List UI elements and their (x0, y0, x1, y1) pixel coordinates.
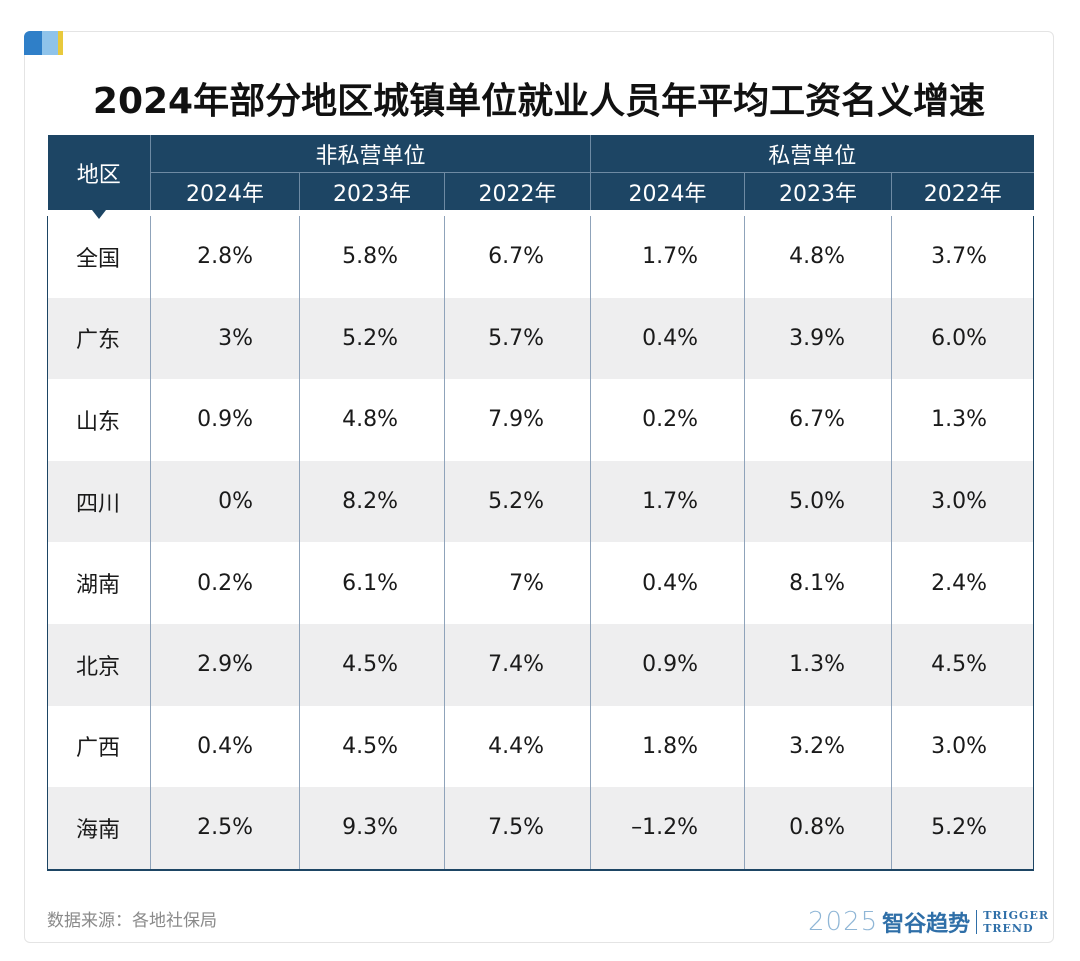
source-note: 数据来源：各地社保局 (47, 911, 217, 931)
logo-en-bottom: TREND (983, 922, 1034, 935)
value-cell: 5.2% (891, 787, 1035, 871)
value-cell: 0.9% (590, 623, 745, 706)
region-cell: 四川 (47, 460, 151, 543)
value-cell: 3.0% (891, 705, 1035, 788)
logo-divider (976, 910, 978, 934)
table-row: 广东 3% 5.2% 5.7% 0.4% 3.9% 6.0% (47, 297, 1035, 380)
value-cell: 8.2% (299, 460, 445, 543)
value-cell: 4.8% (299, 379, 445, 461)
table-row: 湖南 0.2% 6.1% 7% 0.4% 8.1% 2.4% (47, 542, 1035, 624)
region-cell: 广东 (47, 297, 151, 380)
year-header: 2023年 (744, 172, 892, 213)
value-cell: 2.5% (150, 787, 300, 871)
value-cell: 3.9% (744, 297, 892, 380)
value-cell: 4.8% (744, 210, 892, 298)
value-cell: 0.2% (590, 379, 745, 461)
value-cell: 1.7% (590, 210, 745, 298)
value-cell: 5.7% (443, 297, 591, 380)
table-row: 海南 2.5% 9.3% 7.5% –1.2% 0.8% 5.2% (47, 787, 1035, 871)
value-cell: 6.7% (443, 210, 591, 298)
value-cell: 4.4% (443, 705, 591, 788)
value-cell: 0.4% (590, 542, 745, 624)
value-cell: 0.9% (150, 379, 300, 461)
table-body: 全国 2.8% 5.8% 6.7% 1.7% 4.8% 3.7% 广东 3% 5.2% 5.7% 0.… (47, 210, 1035, 871)
value-cell: 4.5% (299, 705, 445, 788)
region-header: 地区 (47, 135, 151, 219)
region-cell: 海南 (47, 787, 151, 871)
region-cell: 全国 (47, 210, 151, 298)
year-header: 2023年 (299, 172, 445, 213)
year-header: 2022年 (891, 172, 1034, 213)
value-cell: 5.8% (299, 210, 445, 298)
value-cell: 0% (150, 460, 300, 543)
value-cell: 2.8% (150, 210, 300, 298)
value-cell: 4.5% (299, 623, 445, 706)
value-cell: 1.3% (891, 379, 1035, 461)
value-cell: –1.2% (590, 787, 745, 871)
region-cell: 湖南 (47, 542, 151, 624)
value-cell: 5.0% (744, 460, 892, 543)
value-cell: 1.7% (590, 460, 745, 543)
value-cell: 7.4% (443, 623, 591, 706)
brand-logo: 2025 智谷趋势 TRIGGER TREND (808, 906, 1049, 938)
value-cell: 1.3% (744, 623, 892, 706)
value-cell: 3.7% (891, 210, 1035, 298)
value-cell: 2.9% (150, 623, 300, 706)
year-header: 2022年 (443, 172, 591, 213)
value-cell: 0.4% (590, 297, 745, 380)
value-cell: 7.9% (443, 379, 591, 461)
table-row: 山东 0.9% 4.8% 7.9% 0.2% 6.7% 1.3% (47, 379, 1035, 461)
table-row: 四川 0% 8.2% 5.2% 1.7% 5.0% 3.0% (47, 460, 1035, 543)
value-cell: 3% (150, 297, 300, 380)
value-cell: 5.2% (299, 297, 445, 380)
region-cell: 广西 (47, 705, 151, 788)
group-header-nonprivate: 非私营单位 (149, 135, 591, 173)
logo-brand: 智谷趋势 (882, 912, 971, 937)
value-cell: 3.2% (744, 705, 892, 788)
value-cell: 7% (443, 542, 591, 624)
value-cell: 0.8% (744, 787, 892, 871)
value-cell: 8.1% (744, 542, 892, 624)
logo-year: 2025 (808, 907, 879, 937)
value-cell: 7.5% (443, 787, 591, 871)
caret-down-icon (91, 210, 106, 219)
value-cell: 0.2% (150, 542, 300, 624)
data-table: 地区 非私营单位 私营单位 2024年 2023年 2022年 2024年 20… (47, 135, 1035, 871)
value-cell: 4.5% (891, 623, 1035, 706)
region-header-label: 地区 (76, 162, 121, 188)
region-cell: 山东 (47, 379, 151, 461)
table-row: 广西 0.4% 4.5% 4.4% 1.8% 3.2% 3.0% (47, 705, 1035, 788)
page-title: 2024年部分地区城镇单位就业人员年平均工资名义增速 (92, 81, 986, 122)
logo-en-top: TRIGGER (983, 909, 1049, 922)
region-cell: 北京 (47, 623, 151, 706)
year-header: 2024年 (150, 172, 300, 213)
value-cell: 6.7% (744, 379, 892, 461)
value-cell: 9.3% (299, 787, 445, 871)
value-cell: 1.8% (590, 705, 745, 788)
value-cell: 6.1% (299, 542, 445, 624)
value-cell: 5.2% (443, 460, 591, 543)
logo-en: TRIGGER TREND (983, 909, 1049, 935)
year-header: 2024年 (590, 172, 745, 213)
value-cell: 6.0% (891, 297, 1035, 380)
group-header-private: 私营单位 (590, 135, 1034, 173)
table-row: 全国 2.8% 5.8% 6.7% 1.7% 4.8% 3.7% (47, 210, 1035, 298)
value-cell: 0.4% (150, 705, 300, 788)
value-cell: 2.4% (891, 542, 1035, 624)
corner-accent (24, 31, 64, 55)
table-row: 北京 2.9% 4.5% 7.4% 0.9% 1.3% 4.5% (47, 623, 1035, 706)
value-cell: 3.0% (891, 460, 1035, 543)
